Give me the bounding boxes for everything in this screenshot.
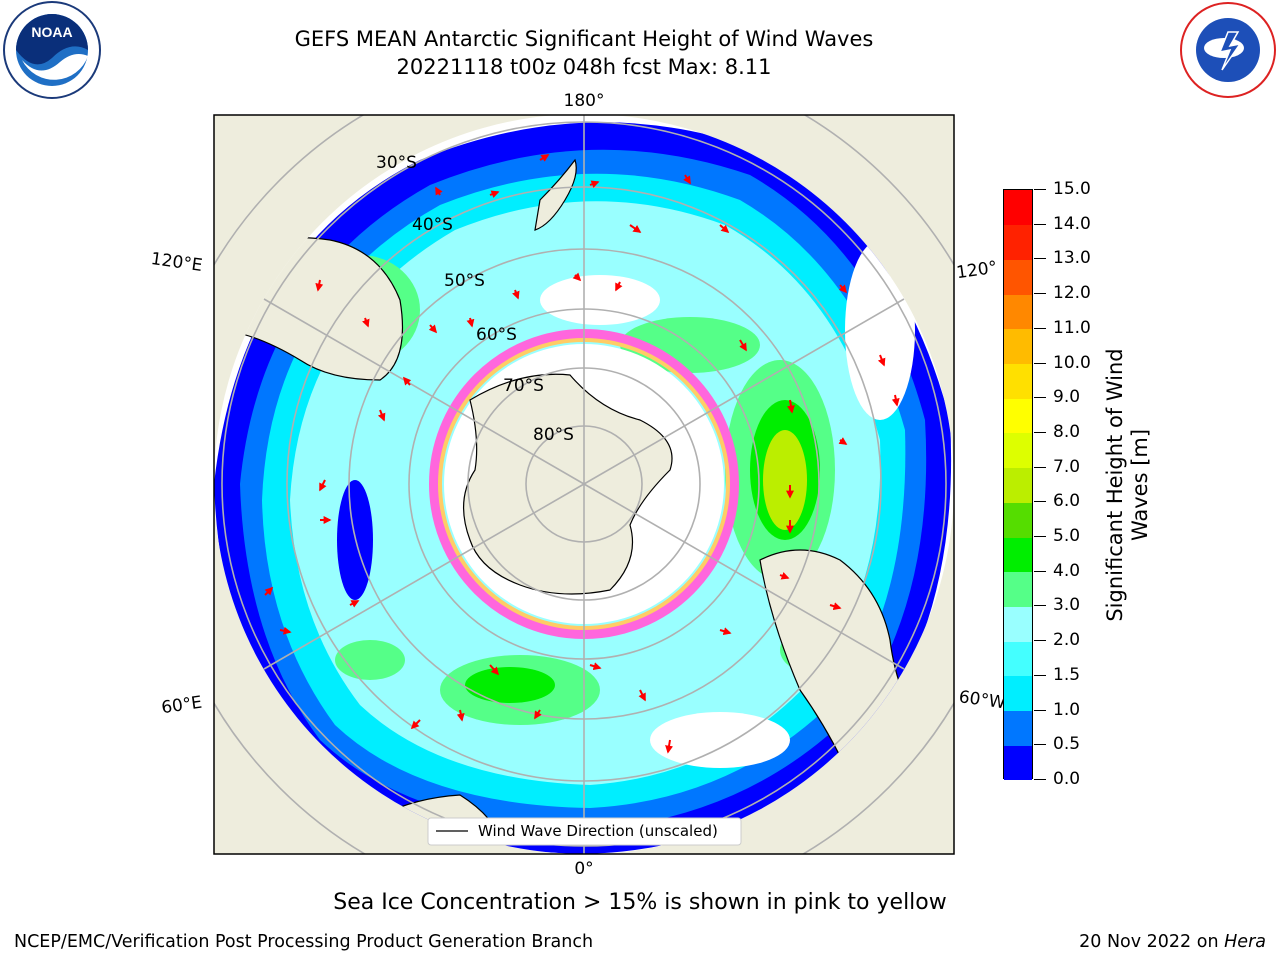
colorbar-tick — [1034, 605, 1046, 607]
colorbar-tick — [1034, 327, 1046, 329]
colorbar-segment — [1004, 363, 1032, 399]
colorbar-tick-label: 12.0 — [1053, 283, 1091, 304]
colorbar-tick — [1034, 674, 1046, 676]
colorbar-tick — [1034, 223, 1046, 225]
colorbar-tick-label: 7.0 — [1053, 456, 1081, 477]
noaa-logo: NOAA — [3, 1, 101, 99]
colorbar-tick-label: 13.0 — [1053, 248, 1091, 269]
colorbar-tick — [1034, 466, 1046, 468]
colorbar-tick-label: 2.0 — [1053, 630, 1081, 651]
colorbar-tick-label: 8.0 — [1053, 421, 1081, 442]
colorbar-segment — [1004, 537, 1032, 573]
colorbar-tick-label: 9.0 — [1053, 387, 1081, 408]
colorbar-tick-label: 1.0 — [1053, 699, 1081, 720]
colorbar-segment — [1004, 259, 1032, 295]
colorbar-tick — [1034, 744, 1046, 746]
sea-ice-caption: Sea Ice Concentration > 15% is shown in … — [0, 890, 1280, 915]
lon-label-upper-left: 120°E — [150, 249, 204, 276]
colorbar-title-line2: Waves [m] — [1128, 428, 1152, 542]
wave-direction-arrows — [264, 154, 900, 754]
colorbar-tick — [1034, 709, 1046, 711]
colorbar-tick-label: 14.0 — [1053, 213, 1091, 234]
map-legend: Wind Wave Direction (unscaled) — [427, 817, 742, 846]
footer-credit: NCEP/EMC/Verification Post Processing Pr… — [14, 932, 594, 952]
colorbar-segment — [1004, 710, 1032, 746]
colorbar-segment — [1004, 432, 1032, 469]
colorbar-title-line1: Significant Height of Wind — [1103, 348, 1127, 622]
lon-label-lower-left: 60°E — [160, 693, 203, 718]
colorbar-tick-label: 11.0 — [1053, 317, 1091, 338]
chart-title: GEFS MEAN Antarctic Significant Height o… — [294, 27, 874, 51]
colorbar-tick — [1034, 397, 1046, 399]
colorbar-segment — [1004, 606, 1032, 642]
colorbar-segment — [1004, 328, 1032, 365]
legend-label: Wind Wave Direction (unscaled) — [478, 822, 718, 840]
footer-date: 20 Nov 2022 on Hera — [1079, 932, 1266, 952]
colorbar-segment — [1004, 745, 1032, 781]
colorbar-segment — [1004, 502, 1032, 538]
colorbar-tick-label: 0.5 — [1053, 734, 1081, 755]
colorbar-tick — [1034, 640, 1046, 642]
lat-label-80: 80°S — [533, 425, 574, 445]
lon-label-upper-right: 120° — [955, 258, 998, 284]
colorbar-tick — [1034, 570, 1046, 572]
colorbar-segment — [1004, 641, 1032, 677]
nws-logo — [1180, 2, 1276, 98]
colorbar-segment — [1004, 467, 1032, 503]
lat-label-40: 40°S — [412, 215, 453, 235]
colorbar-title: Significant Height of Wind Waves [m] — [1103, 348, 1153, 621]
colorbar-tick — [1034, 189, 1046, 190]
lon-label-bottom: 0° — [574, 859, 593, 879]
svg-text:NOAA: NOAA — [31, 24, 72, 40]
lat-label-70: 70°S — [503, 376, 544, 396]
lat-label-50: 50°S — [444, 271, 485, 291]
chart-subtitle: 20221118 t00z 048h fcst Max: 8.11 — [396, 55, 772, 79]
colorbar-tick-label: 15.0 — [1053, 179, 1091, 199]
lon-label-top: 180° — [564, 91, 605, 111]
colorbar-tick — [1034, 501, 1046, 503]
sea-ice-caption-text: Sea Ice Concentration > 15% is shown in … — [333, 890, 947, 915]
colorbar-tick-label: 3.0 — [1053, 595, 1081, 616]
colorbar-tick — [1034, 779, 1046, 780]
colorbar-segment — [1004, 190, 1032, 226]
colorbar-tick — [1034, 362, 1046, 364]
colorbar-tick — [1034, 536, 1046, 538]
colorbar — [1003, 189, 1033, 781]
colorbar-tick-label: 6.0 — [1053, 491, 1081, 512]
colorbar-tick-label: 0.0 — [1053, 769, 1081, 789]
lon-label-lower-right: 60°W — [958, 687, 1007, 713]
colorbar-segment — [1004, 675, 1032, 712]
footer-host: Hera — [1224, 932, 1266, 952]
colorbar-segment — [1004, 398, 1032, 434]
colorbar-segment — [1004, 224, 1032, 260]
footer-date-text: 20 Nov 2022 on — [1079, 932, 1219, 952]
colorbar-tick-label: 5.0 — [1053, 526, 1081, 547]
colorbar-tick-label: 10.0 — [1053, 352, 1091, 373]
wave-field — [214, 115, 954, 854]
graticule — [214, 115, 954, 854]
colorbar-tick — [1034, 293, 1046, 295]
lat-label-30: 30°S — [376, 153, 417, 173]
lat-label-60: 60°S — [476, 325, 517, 345]
colorbar-segment — [1004, 294, 1032, 330]
colorbar-tick — [1034, 431, 1046, 433]
colorbar-tick-label: 1.5 — [1053, 664, 1081, 685]
colorbar-tick — [1034, 258, 1046, 260]
colorbar-segment — [1004, 571, 1032, 607]
colorbar-tick-label: 4.0 — [1053, 560, 1081, 581]
map-frame — [213, 114, 955, 855]
